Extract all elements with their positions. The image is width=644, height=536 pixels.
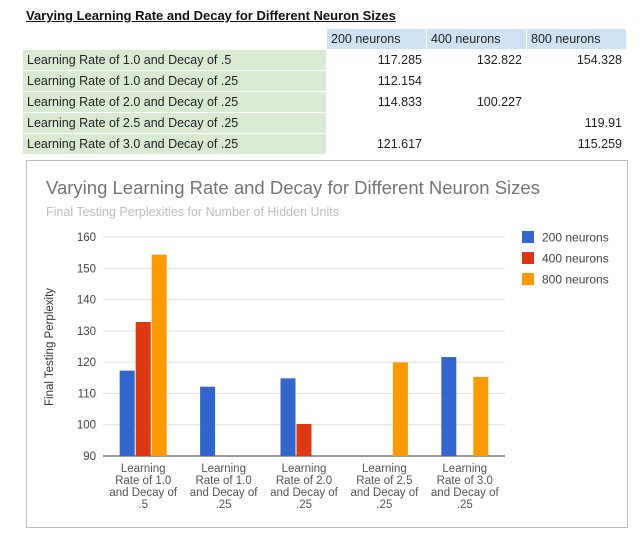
bars bbox=[119, 254, 489, 456]
y-tick-label: 120 bbox=[77, 357, 96, 369]
value-cell[interactable] bbox=[426, 70, 527, 92]
gridlines bbox=[103, 236, 505, 457]
row-label-cell[interactable]: Learning Rate of 1.0 and Decay of .25 bbox=[22, 70, 327, 92]
y-axis-ticks: 90 100 110 120 130 140 150 160 bbox=[77, 232, 96, 463]
value-cell[interactable]: 115.259 bbox=[526, 133, 627, 155]
row-label-cell[interactable]: Learning Rate of 1.0 and Decay of .5 bbox=[22, 49, 327, 71]
value-cell[interactable] bbox=[426, 133, 527, 155]
y-tick-label: 160 bbox=[77, 232, 96, 244]
bar bbox=[392, 362, 408, 456]
x-tick-label: .25 bbox=[457, 499, 473, 511]
value-cell[interactable]: 100.227 bbox=[426, 91, 527, 113]
legend: 200 neurons 400 neurons 800 neurons bbox=[522, 231, 609, 287]
x-tick-label: Learning bbox=[362, 463, 407, 475]
column-header[interactable]: 800 neurons bbox=[526, 28, 627, 50]
row-label-cell[interactable]: Learning Rate of 2.0 and Decay of .25 bbox=[22, 91, 327, 113]
chart-container[interactable]: Varying Learning Rate and Decay for Diff… bbox=[26, 160, 628, 528]
x-tick-label: Rate of 2.5 bbox=[356, 475, 412, 487]
y-axis-label: Final Testing Perplexity bbox=[44, 288, 56, 406]
table-row: Learning Rate of 1.0 and Decay of .5 117… bbox=[22, 49, 627, 71]
legend-swatch bbox=[522, 252, 534, 264]
x-tick-label: Learning bbox=[121, 463, 166, 475]
value-cell[interactable] bbox=[426, 112, 527, 134]
x-tick-label: Rate of 3.0 bbox=[437, 475, 493, 487]
table-header-row: 200 neurons 400 neurons 800 neurons bbox=[22, 28, 627, 50]
column-header[interactable]: 200 neurons bbox=[326, 28, 427, 50]
bar bbox=[441, 357, 457, 456]
legend-swatch bbox=[522, 273, 534, 285]
x-tick-label: .25 bbox=[376, 499, 392, 511]
value-cell[interactable] bbox=[526, 70, 627, 92]
x-tick-label: Rate of 1.0 bbox=[195, 475, 251, 487]
header-corner-cell[interactable] bbox=[22, 28, 327, 50]
x-tick-label: Rate of 1.0 bbox=[115, 475, 171, 487]
table-row: Learning Rate of 2.0 and Decay of .25 11… bbox=[22, 91, 627, 113]
value-cell[interactable]: 132.822 bbox=[426, 49, 527, 71]
value-cell[interactable] bbox=[526, 91, 627, 113]
value-cell[interactable] bbox=[326, 112, 427, 134]
value-cell[interactable]: 112.154 bbox=[326, 70, 427, 92]
bar bbox=[119, 370, 135, 456]
table-row: Learning Rate of 2.5 and Decay of .25 11… bbox=[22, 112, 627, 134]
x-tick-label: .25 bbox=[216, 499, 232, 511]
value-cell[interactable]: 154.328 bbox=[526, 49, 627, 71]
bar-chart: Varying Learning Rate and Decay for Diff… bbox=[44, 177, 609, 511]
x-tick-label: and Decay of bbox=[109, 487, 178, 499]
bar bbox=[151, 254, 167, 456]
y-tick-label: 140 bbox=[77, 295, 96, 307]
column-header[interactable]: 400 neurons bbox=[426, 28, 527, 50]
legend-label: 200 neurons bbox=[542, 231, 609, 245]
bar bbox=[200, 386, 216, 456]
table-row: Learning Rate of 3.0 and Decay of .25 12… bbox=[22, 133, 627, 155]
x-tick-label: and Decay of bbox=[190, 487, 259, 499]
legend-label: 800 neurons bbox=[542, 273, 609, 287]
x-tick-label: Learning bbox=[282, 463, 327, 475]
y-tick-label: 90 bbox=[83, 451, 96, 463]
chart-title: Varying Learning Rate and Decay for Diff… bbox=[46, 177, 540, 198]
x-tick-label: and Decay of bbox=[351, 487, 420, 499]
table-row: Learning Rate of 1.0 and Decay of .25 11… bbox=[22, 70, 627, 92]
bar bbox=[135, 322, 151, 456]
x-tick-label: Learning bbox=[442, 463, 487, 475]
sheet-title: Varying Learning Rate and Decay for Diff… bbox=[26, 8, 396, 23]
legend-swatch bbox=[522, 231, 534, 243]
value-cell[interactable]: 117.285 bbox=[326, 49, 427, 71]
x-tick-label: and Decay of bbox=[270, 487, 339, 499]
x-tick-label: and Decay of bbox=[431, 487, 500, 499]
chart-subtitle: Final Testing Perplexities for Number of… bbox=[46, 205, 339, 219]
y-tick-label: 100 bbox=[77, 420, 96, 432]
legend-label: 400 neurons bbox=[542, 252, 609, 266]
x-tick-label: Rate of 2.0 bbox=[276, 475, 332, 487]
y-tick-label: 150 bbox=[77, 263, 96, 275]
value-cell[interactable]: 119.91 bbox=[526, 112, 627, 134]
bar bbox=[473, 376, 489, 456]
row-label-cell[interactable]: Learning Rate of 3.0 and Decay of .25 bbox=[22, 133, 327, 155]
x-tick-label: .25 bbox=[296, 499, 312, 511]
x-tick-label: Learning bbox=[201, 463, 246, 475]
value-cell[interactable]: 114.833 bbox=[326, 91, 427, 113]
y-tick-label: 130 bbox=[77, 326, 96, 338]
bar bbox=[296, 424, 312, 456]
y-tick-label: 110 bbox=[78, 388, 96, 400]
x-tick-label: .5 bbox=[138, 499, 148, 511]
row-label-cell[interactable]: Learning Rate of 2.5 and Decay of .25 bbox=[22, 112, 327, 134]
bar bbox=[280, 378, 296, 456]
data-table: 200 neurons 400 neurons 800 neurons Lear… bbox=[22, 28, 627, 155]
value-cell[interactable]: 121.617 bbox=[326, 133, 427, 155]
